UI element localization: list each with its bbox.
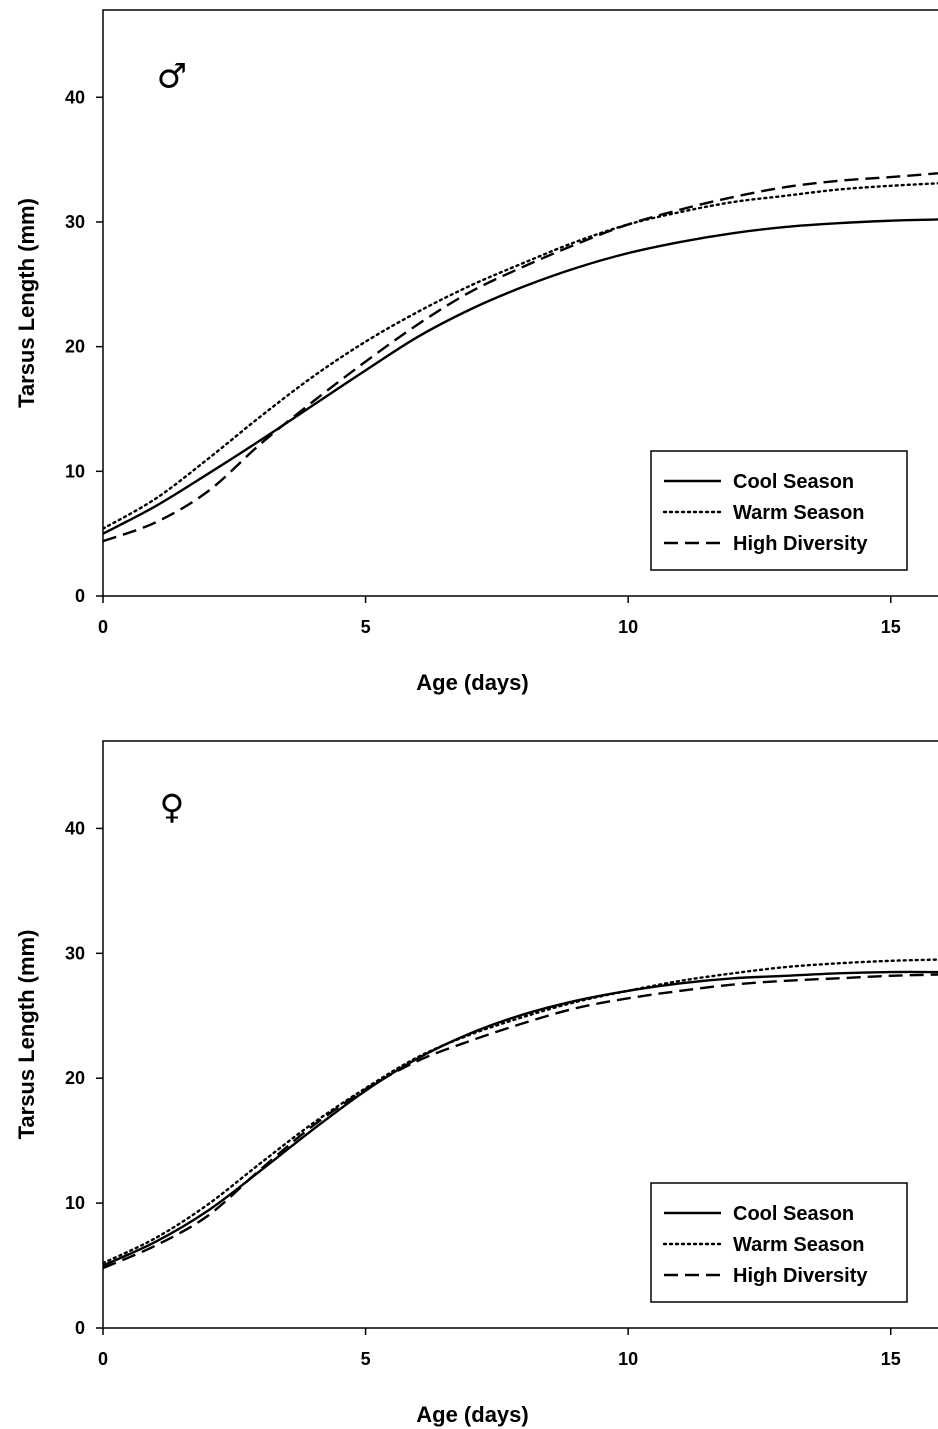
y-tick-label: 10: [65, 461, 85, 481]
legend: Cool Season Warm Season High Diversity: [650, 450, 908, 571]
legend-label-high-diversity: High Diversity: [733, 1265, 868, 1287]
x-tick-label: 10: [618, 617, 638, 637]
y-axis-label: Tarsus Length (mm): [14, 930, 39, 1140]
legend-box: [650, 450, 908, 571]
plot-frame: [102, 740, 938, 1329]
y-axis-label: Tarsus Length (mm): [14, 198, 39, 408]
y-tick-label: 30: [65, 212, 85, 232]
y-tick-label: 20: [65, 1068, 85, 1088]
y-tick-label: 0: [75, 586, 85, 606]
series-line-warm-season: [103, 182, 938, 530]
plot-frame: [102, 9, 938, 597]
x-axis-label: Age (days): [416, 1402, 528, 1427]
series-line-cool-season: [103, 218, 938, 535]
x-tick-label: 10: [618, 1349, 638, 1369]
x-tick-label: 5: [361, 617, 371, 637]
series-line-cool-season: [103, 970, 938, 1267]
y-tick-label: 30: [65, 943, 85, 963]
x-tick-label: 15: [881, 617, 901, 637]
legend-box: [650, 1182, 908, 1303]
series-line-high-diversity: [103, 973, 938, 1270]
legend: Cool Season Warm Season High Diversity: [650, 1182, 908, 1303]
x-axis-label: Age (days): [416, 670, 528, 695]
y-tick-label: 20: [65, 337, 85, 357]
chart-panel-female: 0 10 20 30 40 0 5 10 15 Age (days) Tarsus Length (…: [0, 715, 938, 1429]
x-tick-label: 15: [881, 1349, 901, 1369]
legend-label-high-diversity: High Diversity: [733, 533, 868, 555]
y-tick-label: 40: [65, 818, 85, 838]
series-line-warm-season: [103, 958, 938, 1265]
y-tick-label: 0: [75, 1318, 85, 1338]
sex-symbol-annotation: ♀: [160, 787, 185, 827]
legend-label-cool-season: Cool Season: [733, 471, 854, 493]
y-tick-label: 10: [65, 1193, 85, 1213]
x-tick-label: 0: [98, 617, 108, 637]
x-tick-label: 0: [98, 1349, 108, 1369]
tarsus-chart-female: 0 10 20 30 40 0 5 10 15 Age (days) Tarsus Length (…: [14, 740, 938, 1427]
legend-label-warm-season: Warm Season: [733, 502, 865, 524]
x-tick-label: 5: [361, 1349, 371, 1369]
sex-symbol-annotation: ♂: [157, 56, 187, 96]
legend-label-cool-season: Cool Season: [733, 1203, 854, 1225]
legend-label-warm-season: Warm Season: [733, 1234, 865, 1256]
chart-panel-male: 0 10 20 30 40 0 5 10 15 Age (days) Tarsus Length (…: [14, 9, 938, 695]
y-tick-label: 40: [65, 87, 85, 107]
tarsus-chart-male: 0 10 20 30 40 0 5 10 15 Age (days) Tarsus Length (…: [14, 9, 938, 695]
